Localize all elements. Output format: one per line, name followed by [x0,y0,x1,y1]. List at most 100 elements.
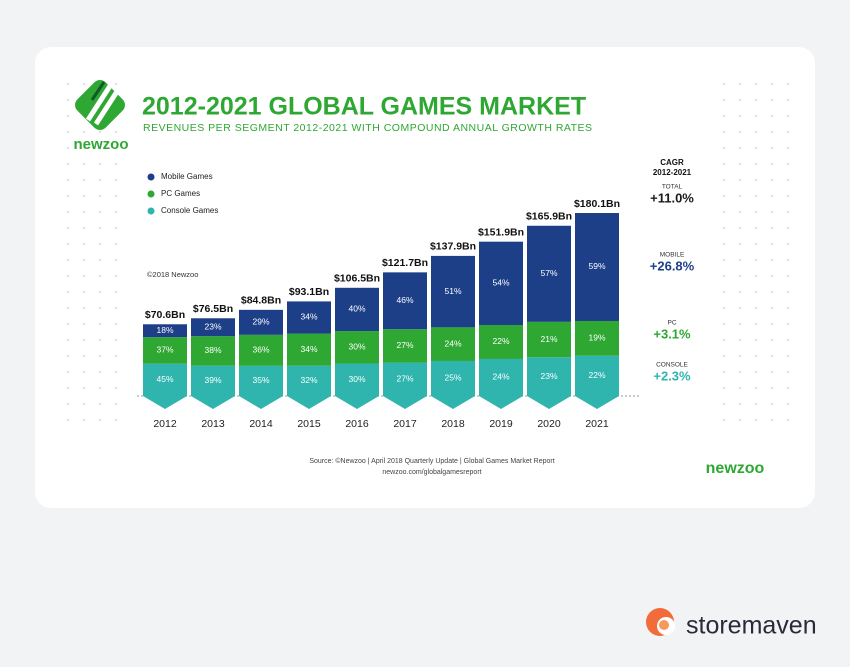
logo [75,80,125,130]
segment-label: 30% [348,374,365,384]
cagr-name: TOTAL [662,184,683,191]
bar-segment [527,321,571,358]
total-label: $151.9Bn [478,226,524,238]
bar-segment [479,358,523,396]
segment-label: 23% [204,321,221,331]
segment-label: 22% [588,370,605,380]
total-label: $137.9Bn [430,241,476,253]
segment-label: 37% [156,345,173,355]
total-label: $106.5Bn [334,273,380,285]
bar-segment [431,255,475,328]
source: Source: ©Newzoo | April 2018 Quarterly U… [309,457,554,465]
bar-segment [191,336,235,366]
bar-tip [479,396,523,409]
legend-label: Mobile Games [161,172,213,181]
bar-segment [575,320,619,356]
bar-tip [527,396,571,409]
total-label: $76.5Bn [193,303,233,315]
segment-label: 24% [444,338,461,348]
legend-label: Console Games [161,206,218,215]
bar-segment [335,331,379,364]
cagr-value: +26.8% [650,258,695,273]
bar-segment [527,225,571,322]
bar-tip [143,396,187,409]
bar-segment [239,365,283,396]
watermark: storemaven [686,612,817,640]
cagr-value: +2.3% [653,368,691,383]
segment-label: 21% [540,334,557,344]
segment-label: 51% [444,286,461,296]
dot-pattern [720,70,800,430]
segment-label: 22% [492,336,509,346]
dot-pattern [54,70,128,430]
bar-tip [335,396,379,409]
total-label: $84.8Bn [241,295,281,307]
x-tick-label: 2012 [153,418,177,430]
segment-label: 54% [492,278,509,288]
x-tick-label: 2015 [297,418,321,430]
bar-tip [575,396,619,409]
x-tick-label: 2014 [249,418,273,430]
bar-segment [575,213,619,321]
segment-label: 46% [396,295,413,305]
bar-segment [335,287,379,332]
cagr-value: +11.0% [650,190,694,205]
cagr-name: CONSOLE [656,362,688,369]
bar-segment [431,360,475,396]
bar-tip [431,396,475,409]
cagr-title: 2012-2021 [653,168,692,177]
legend-swatch [147,190,155,198]
segment-label: 40% [348,304,365,314]
segment-label: 57% [540,268,557,278]
segment-label: 32% [300,375,317,385]
bar-segment [143,363,187,396]
chart-title: 2012-2021 GLOBAL GAMES MARKET [142,93,586,121]
segment-label: 24% [492,372,509,382]
x-tick-label: 2017 [393,418,417,430]
bar-segment [287,301,331,334]
segment-label: 27% [396,340,413,350]
bar-segment [143,324,187,338]
bar-segment [191,365,235,396]
chart-subtitle: REVENUES PER SEGMENT 2012-2021 WITH COMP… [143,122,593,134]
x-tick-label: 2018 [441,418,465,430]
legend-swatch [147,173,155,181]
bar-tip [383,396,427,409]
bar-segment [527,357,571,396]
segment-label: 23% [540,371,557,381]
bar-tip [287,396,331,409]
total-label: $93.1Bn [289,286,329,298]
bar-segment [479,241,523,326]
bar-segment [143,337,187,364]
bar-tip [191,396,235,409]
segment-label: 19% [588,333,605,343]
cagr-name: MOBILE [660,252,685,259]
bar-segment [383,272,427,330]
bar-segment [383,362,427,396]
bar-tip [239,396,283,409]
bar-segment [191,318,235,337]
x-tick-label: 2016 [345,418,369,430]
x-tick-label: 2013 [201,418,225,430]
segment-label: 34% [300,344,317,354]
segment-label: 36% [252,345,269,355]
source-url: newzoo.com/globalgamesreport [382,469,481,476]
bar-segment [479,325,523,359]
total-label: $121.7Bn [382,257,428,269]
bar-segment [287,365,331,396]
bar-segment [239,334,283,366]
total-label: $180.1Bn [574,198,620,210]
total-label: $165.9Bn [526,211,572,223]
cagr-name: PC [667,320,676,327]
x-tick-label: 2019 [489,418,513,430]
logo-text: newzoo [74,136,129,153]
segment-label: 39% [204,375,221,385]
bar-segment [575,355,619,396]
legend-swatch [147,207,155,215]
segment-label: 25% [444,373,461,383]
segment-label: 59% [588,261,605,271]
segment-label: 35% [252,375,269,385]
copyright: ©2018 Newzoo [147,270,198,279]
cagr-value: +3.1% [653,326,691,341]
